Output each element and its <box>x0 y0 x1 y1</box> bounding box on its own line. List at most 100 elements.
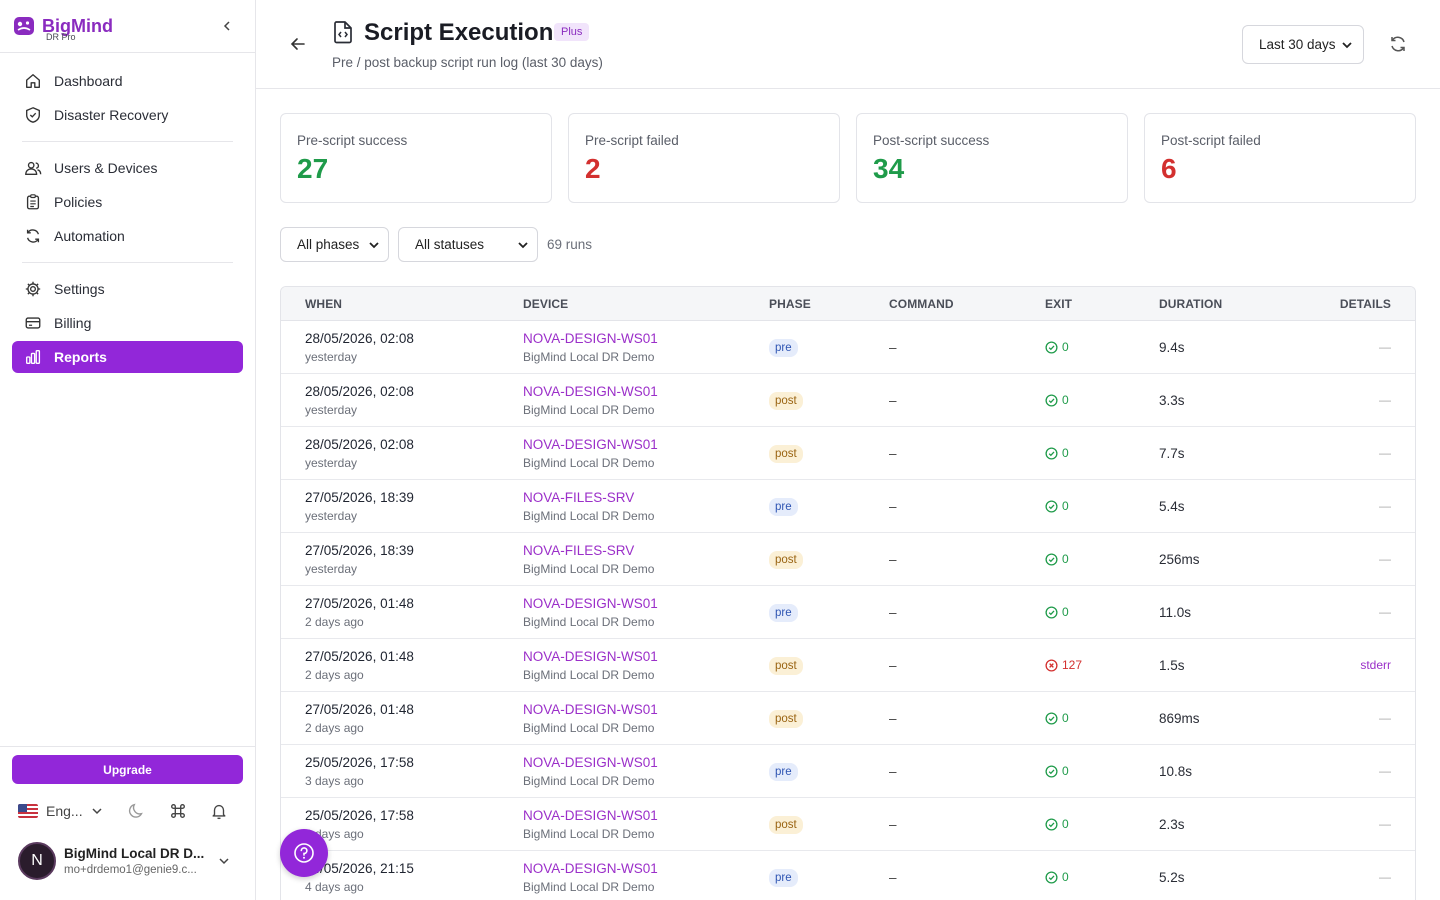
table-row[interactable]: 24/05/2026, 21:15 4 days ago NOVA-DESIGN-W… <box>281 851 1415 900</box>
theme-toggle-button[interactable] <box>116 799 157 823</box>
notifications-button[interactable] <box>199 799 240 823</box>
table-row[interactable]: 27/05/2026, 01:48 2 days ago NOVA-DESIGN-W… <box>281 639 1415 692</box>
stat-value: 34 <box>873 153 905 184</box>
bar-chart-icon <box>26 350 41 364</box>
column-header-device[interactable]: DEVICE <box>523 296 569 311</box>
status-filter-select[interactable]: All statuses <box>398 227 538 262</box>
device-link[interactable]: NOVA-FILES-SRV <box>523 542 635 558</box>
run-date: 27/05/2026, 18:39 <box>305 489 414 505</box>
table-row[interactable]: 25/05/2026, 17:58 3 days ago NOVA-DESIGN-W… <box>281 798 1415 851</box>
cell-device: NOVA-DESIGN-WS01 BigMind Local DR Demo <box>523 437 658 470</box>
date-range-select[interactable]: Last 30 days <box>1242 25 1364 64</box>
cell-device: NOVA-DESIGN-WS01 BigMind Local DR Demo <box>523 808 658 841</box>
script-runs-table: WHEN DEVICE PHASE COMMAND EXIT DURATION … <box>280 286 1416 900</box>
script-file-icon <box>334 21 352 44</box>
upgrade-button[interactable]: Upgrade <box>12 755 243 784</box>
device-link[interactable]: NOVA-DESIGN-WS01 <box>523 754 658 770</box>
back-arrow-icon[interactable] <box>288 34 308 54</box>
table-row[interactable]: 27/05/2026, 01:48 2 days ago NOVA-DESIGN-W… <box>281 692 1415 745</box>
cell-when: 27/05/2026, 01:48 2 days ago <box>305 649 414 682</box>
run-relative-time: yesterday <box>305 561 358 576</box>
details-empty: — <box>1379 605 1391 619</box>
stat-value: 27 <box>297 153 329 184</box>
details-stderr-link[interactable]: stderr <box>1360 658 1391 672</box>
device-link[interactable]: NOVA-DESIGN-WS01 <box>523 330 658 346</box>
sidebar-footer: Upgrade Eng... N <box>0 746 255 900</box>
user-menu[interactable]: N BigMind Local DR D... mo+drdemo1@genie… <box>18 841 240 881</box>
sidebar-item-settings[interactable]: Settings <box>12 273 243 305</box>
device-link[interactable]: NOVA-DESIGN-WS01 <box>523 860 658 876</box>
details-empty: — <box>1379 552 1391 566</box>
refresh-icon[interactable] <box>1388 34 1408 54</box>
sidebar-item-label: Dashboard <box>54 73 123 89</box>
table-row[interactable]: 27/05/2026, 18:39 yesterday NOVA-FILES-SRV… <box>281 480 1415 533</box>
sidebar-item-policies[interactable]: Policies <box>12 186 243 218</box>
column-header-phase[interactable]: PHASE <box>769 296 811 311</box>
column-header-duration[interactable]: DURATION <box>1159 296 1223 311</box>
cell-phase: pre <box>769 762 798 781</box>
device-link[interactable]: NOVA-DESIGN-WS01 <box>523 701 658 717</box>
exit-code: 0 <box>1062 764 1069 778</box>
cell-device: NOVA-DESIGN-WS01 BigMind Local DR Demo <box>523 755 658 788</box>
chevron-down-icon <box>518 241 528 248</box>
check-circle-icon <box>1045 870 1058 884</box>
phase-filter-select[interactable]: All phases <box>280 227 389 262</box>
collapse-sidebar-button[interactable] <box>217 16 237 36</box>
cell-when: 25/05/2026, 17:58 3 days ago <box>305 755 414 788</box>
phase-badge: post <box>769 444 803 463</box>
device-link[interactable]: NOVA-DESIGN-WS01 <box>523 807 658 823</box>
sidebar-item-billing[interactable]: Billing <box>12 307 243 339</box>
chevron-left-icon <box>223 21 230 31</box>
device-link[interactable]: NOVA-DESIGN-WS01 <box>523 436 658 452</box>
phase-badge: pre <box>769 868 798 887</box>
device-link[interactable]: NOVA-DESIGN-WS01 <box>523 648 658 664</box>
cell-phase: pre <box>769 497 798 516</box>
device-link[interactable]: NOVA-DESIGN-WS01 <box>523 383 658 399</box>
user-email: mo+drdemo1@genie9.c... <box>64 864 197 876</box>
run-date: 27/05/2026, 01:48 <box>305 595 414 611</box>
command-palette-button[interactable] <box>157 799 198 823</box>
column-header-when[interactable]: WHEN <box>305 296 343 311</box>
chevron-down-icon <box>219 858 229 865</box>
table-row[interactable]: 25/05/2026, 17:58 3 days ago NOVA-DESIGN-W… <box>281 745 1415 798</box>
cell-phase: post <box>769 709 803 728</box>
cell-exit: 0 <box>1045 340 1069 354</box>
details-empty: — <box>1379 393 1391 407</box>
cell-exit: 0 <box>1045 393 1069 407</box>
sidebar-item-dashboard[interactable]: Dashboard <box>12 65 243 97</box>
check-circle-icon <box>1045 393 1058 407</box>
sidebar-item-automation[interactable]: Automation <box>12 220 243 252</box>
device-link[interactable]: NOVA-FILES-SRV <box>523 489 635 505</box>
stat-card-post-success: Post-script success 34 <box>856 113 1128 203</box>
table-row[interactable]: 27/05/2026, 18:39 yesterday NOVA-FILES-SRV… <box>281 533 1415 586</box>
table-row[interactable]: 27/05/2026, 01:48 2 days ago NOVA-DESIGN-W… <box>281 586 1415 639</box>
cell-device: NOVA-DESIGN-WS01 BigMind Local DR Demo <box>523 384 658 417</box>
sidebar-item-reports[interactable]: Reports <box>12 341 243 373</box>
column-header-details[interactable]: DETAILS <box>1339 296 1391 311</box>
stat-label: Pre-script success <box>297 133 408 148</box>
language-selector[interactable]: Eng... <box>18 803 116 819</box>
cell-command: – <box>889 710 897 726</box>
device-org: BigMind Local DR Demo <box>523 879 655 894</box>
user-info: BigMind Local DR D... mo+drdemo1@genie9.… <box>64 846 212 876</box>
table-row[interactable]: 28/05/2026, 02:08 yesterday NOVA-DESIGN-WS… <box>281 427 1415 480</box>
column-header-command[interactable]: COMMAND <box>889 296 954 311</box>
status-filter-value: All statuses <box>415 237 485 252</box>
table-row[interactable]: 28/05/2026, 02:08 yesterday NOVA-DESIGN-WS… <box>281 321 1415 374</box>
sidebar: BigMind DR Pro Dashboard Disaster Recove… <box>0 0 256 900</box>
cell-exit: 0 <box>1045 605 1069 619</box>
help-button[interactable] <box>280 829 328 877</box>
brand-plan: DR Pro <box>46 32 76 42</box>
sidebar-item-label: Reports <box>54 349 107 365</box>
table-row[interactable]: 28/05/2026, 02:08 yesterday NOVA-DESIGN-WS… <box>281 374 1415 427</box>
cell-when: 24/05/2026, 21:15 4 days ago <box>305 861 414 894</box>
column-header-exit[interactable]: EXIT <box>1045 296 1073 311</box>
run-relative-time: 3 days ago <box>305 773 364 788</box>
cell-exit: 0 <box>1045 817 1069 831</box>
run-relative-time: yesterday <box>305 508 358 523</box>
cell-device: NOVA-DESIGN-WS01 BigMind Local DR Demo <box>523 596 658 629</box>
sidebar-item-users-devices[interactable]: Users & Devices <box>12 152 243 184</box>
sidebar-item-disaster-recovery[interactable]: Disaster Recovery <box>12 99 243 131</box>
device-link[interactable]: NOVA-DESIGN-WS01 <box>523 595 658 611</box>
table-header: WHEN DEVICE PHASE COMMAND EXIT DURATION … <box>281 287 1415 321</box>
